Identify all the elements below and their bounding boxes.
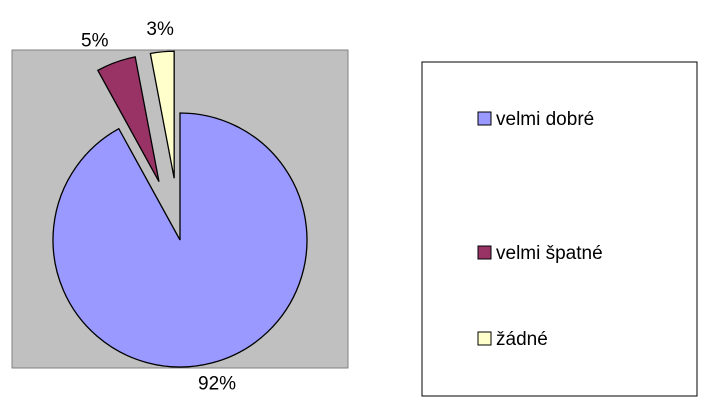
- legend-label: velmi dobré: [496, 109, 594, 130]
- legend-box: [421, 61, 698, 397]
- legend-swatch: [477, 245, 492, 260]
- legend-label: velmi špatné: [496, 243, 603, 264]
- pie-slice: [96, 56, 160, 182]
- legend-swatch: [477, 331, 492, 346]
- legend-swatch: [477, 111, 492, 126]
- legend-label: žádné: [496, 329, 548, 350]
- data-label: 92%: [198, 373, 236, 394]
- pie-slice: [149, 50, 175, 179]
- pie-slice: [52, 112, 308, 368]
- data-label: 3%: [146, 19, 174, 40]
- data-label: 5%: [81, 30, 109, 51]
